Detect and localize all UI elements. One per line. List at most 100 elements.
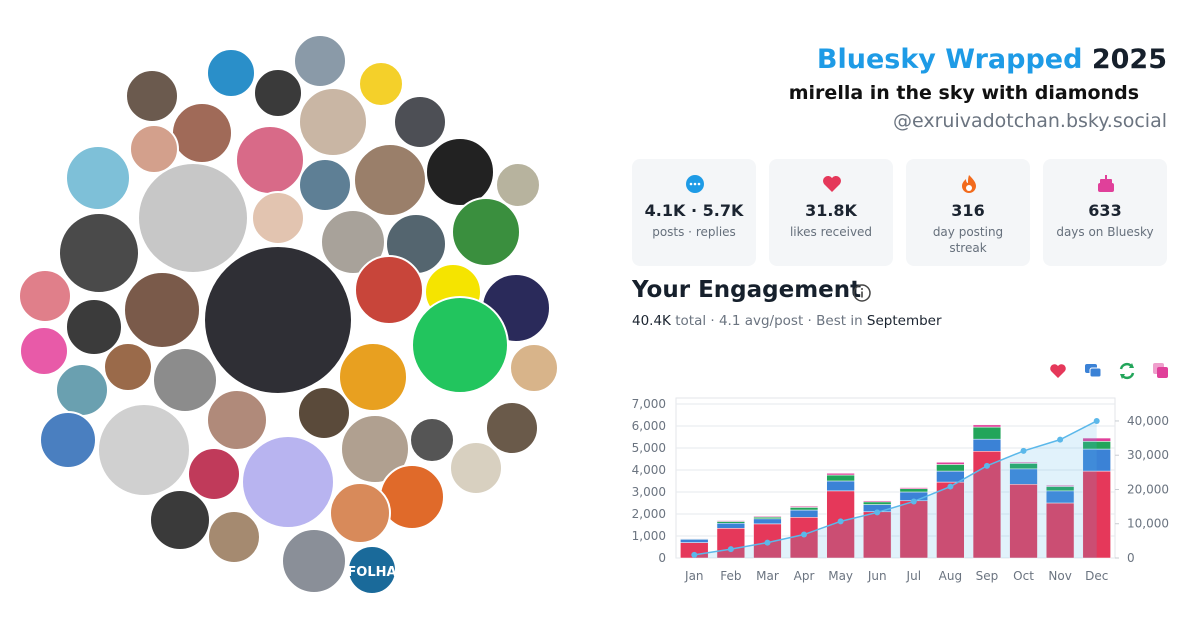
avatar [297,386,351,440]
bar-segment [789,517,819,559]
bar-segment [753,516,782,520]
avatar [39,411,97,469]
y2-tick-label: 20,000 [1127,482,1169,496]
bar-segment [863,500,892,503]
display-name: mirella in the sky with diamonds [788,82,1139,104]
stat-value: 316 [951,201,985,220]
y-tick-label: 7,000 [632,397,666,411]
avatar [129,124,179,174]
bar-segment [863,501,892,505]
avatar [171,102,233,164]
stat-label: likes received [789,225,873,239]
bar-segment [826,473,855,476]
legend-toggle[interactable] [1050,364,1066,378]
line-point [1057,436,1064,443]
bar-segment [972,451,1002,559]
y2-tick-label: 30,000 [1127,448,1169,462]
y-tick-label: 4,000 [632,463,666,477]
line-point [801,531,808,538]
x-tick-label: Sep [976,569,999,583]
avatar [123,271,201,349]
avatar [354,255,424,325]
avatar [187,447,241,501]
bar-segment [716,521,746,524]
line-point [764,539,771,546]
avatar-logo-text: FOLHA [347,565,396,580]
x-tick-label: Mar [756,569,779,583]
x-tick-label: Feb [720,569,741,583]
line-point [727,546,734,553]
x-tick-label: Jun [867,569,887,583]
avatar [358,61,404,107]
stat-value: 4.1K · 5.7K [644,201,744,220]
avatar-cloud: FOLHA [18,34,559,595]
avatar [393,95,447,149]
summary: 40.4K total · 4.1 avg/post · Best in Sep… [632,313,942,329]
bar-segment [789,509,819,518]
y-tick-label: 2,000 [632,507,666,521]
bar-segment [972,424,1002,428]
bar-segment [1082,470,1111,559]
summary-best: September [866,313,942,329]
y2-tick-label: 10,000 [1127,517,1169,531]
avatar [485,401,539,455]
avatar [58,212,140,294]
avatar [329,482,391,544]
bar-segment [1009,484,1038,559]
handle: @exruivadotchan.bsky.social [893,110,1167,132]
bar-segment [753,518,782,525]
summary-total: 40.4K [632,313,671,329]
stat-label: day posting streak [932,225,1004,255]
x-tick-label: Apr [794,569,815,583]
engagement-chart: 0 1,000 2,000 3,000 4,000 5,000 6,000 7,000 0 10,… [632,362,1169,583]
stat-label: days on Bluesky [1056,225,1154,239]
avatar [425,137,495,207]
x-tick-label: May [828,569,853,583]
info-icon[interactable] [852,283,872,303]
legend-toggle[interactable] [1085,364,1102,378]
x-tick-label: Dec [1085,569,1108,583]
avatar [411,296,509,394]
bar-segment [899,500,928,559]
avatar [207,510,261,564]
line-point [1020,447,1027,454]
bar-segment [863,511,892,559]
avatar [65,298,123,356]
y-tick-label: 1,000 [632,529,666,543]
bar-segment [716,522,746,529]
y2-tick-label: 40,000 [1127,414,1169,428]
bar-segment [789,506,819,508]
avatar [19,326,69,376]
avatar [103,342,153,392]
title: Bluesky Wrapped 2025 [817,44,1167,75]
legend-toggle[interactable] [1153,363,1168,378]
icon [823,176,841,192]
bar-segment [936,462,965,465]
section-title: Your Engagement [632,277,862,303]
avatar [241,435,335,529]
x-tick-label: Aug [939,569,962,583]
avatar [338,342,408,412]
stat-value: 31.8K [805,201,857,220]
line-point [910,498,917,505]
y-tick-label: 6,000 [632,419,666,433]
avatar [203,245,353,395]
avatar [449,441,503,495]
bar-segment [936,464,965,472]
bar-segment [826,480,855,492]
y-tick-label: 0 [658,551,666,565]
bar-segment [753,515,782,518]
stat-label: posts · replies [652,225,736,239]
line-area [694,420,1097,558]
avatar [152,347,218,413]
legend-toggle[interactable] [1119,362,1135,380]
avatar [253,68,303,118]
x-tick-label: Nov [1048,569,1071,583]
icon [962,175,976,193]
avatar [206,48,256,98]
title-year: 2025 [1091,44,1167,75]
x-tick-label: Oct [1013,569,1034,583]
avatar [65,145,131,211]
avatar [298,87,368,157]
